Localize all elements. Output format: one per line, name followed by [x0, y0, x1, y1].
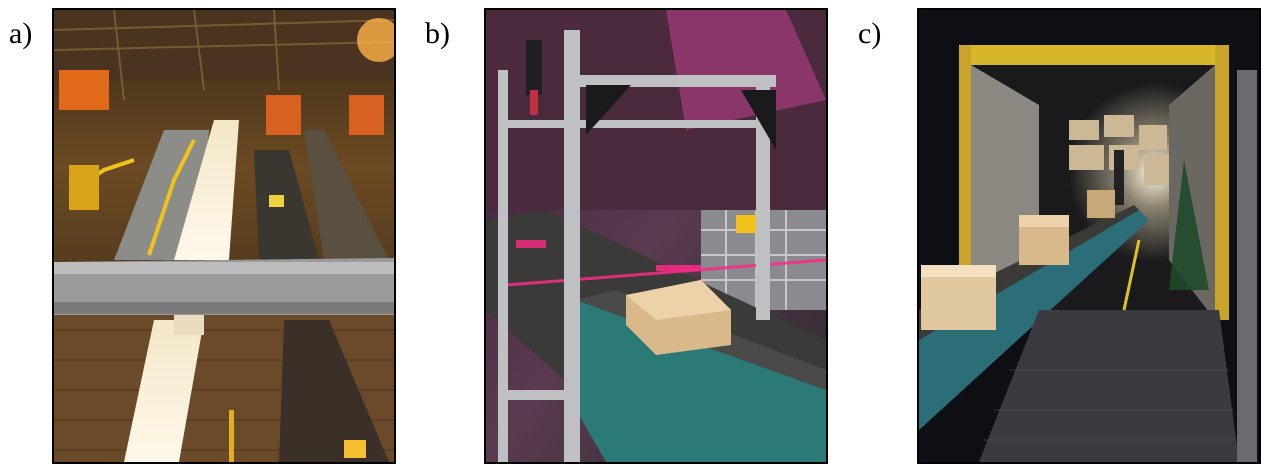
- panel-a-photo: [52, 8, 396, 464]
- panel-a-label: a): [9, 17, 33, 50]
- sorting-facility-image: [54, 10, 394, 462]
- panel-b-label: b): [425, 17, 450, 50]
- panel-c-label: c): [858, 17, 882, 50]
- truck-loading-image: [919, 10, 1259, 462]
- panel-c-photo: [917, 8, 1261, 464]
- scanner-tunnel-image: [486, 10, 826, 462]
- panel-b-photo: [484, 8, 828, 464]
